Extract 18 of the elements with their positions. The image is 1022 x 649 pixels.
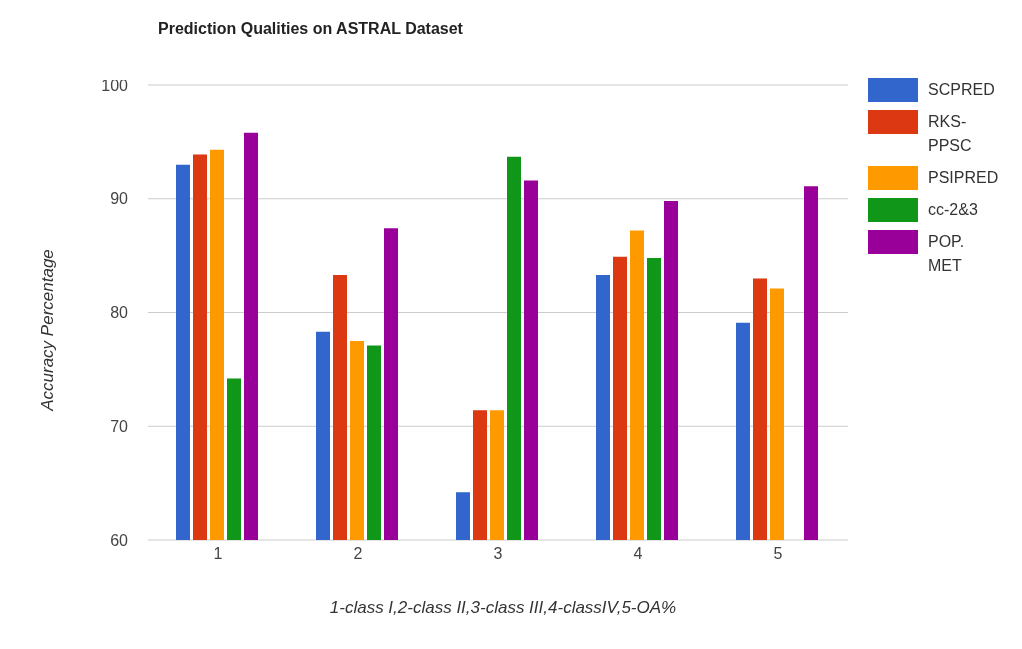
- legend-label: PSIPRED: [928, 168, 1000, 188]
- y-tick-label: 100: [101, 76, 129, 94]
- y-axis-title: Accuracy Percentage: [38, 249, 58, 411]
- x-tick-label: 1: [213, 545, 223, 563]
- x-tick-label: 3: [493, 545, 503, 563]
- x-axis-title: 1-class I,2-class II,3-class III,4-classIV,5-OA%: [328, 598, 678, 618]
- legend-label: POP. MET: [928, 232, 966, 276]
- legend-label: RKS-PPSC: [928, 112, 973, 156]
- legend-label: cc-2&3: [928, 200, 979, 220]
- y-tick-label: 60: [110, 531, 129, 549]
- legend-label: SCPRED: [928, 80, 996, 100]
- x-tick-label: 2: [353, 545, 363, 563]
- y-tick-label: 80: [110, 304, 129, 322]
- y-tick-label: 90: [110, 190, 129, 208]
- x-tick-label: 4: [633, 545, 643, 563]
- chart-title: Prediction Qualities on ASTRAL Dataset: [158, 20, 463, 38]
- x-tick-label: 5: [773, 545, 783, 563]
- y-tick-label: 70: [110, 417, 129, 435]
